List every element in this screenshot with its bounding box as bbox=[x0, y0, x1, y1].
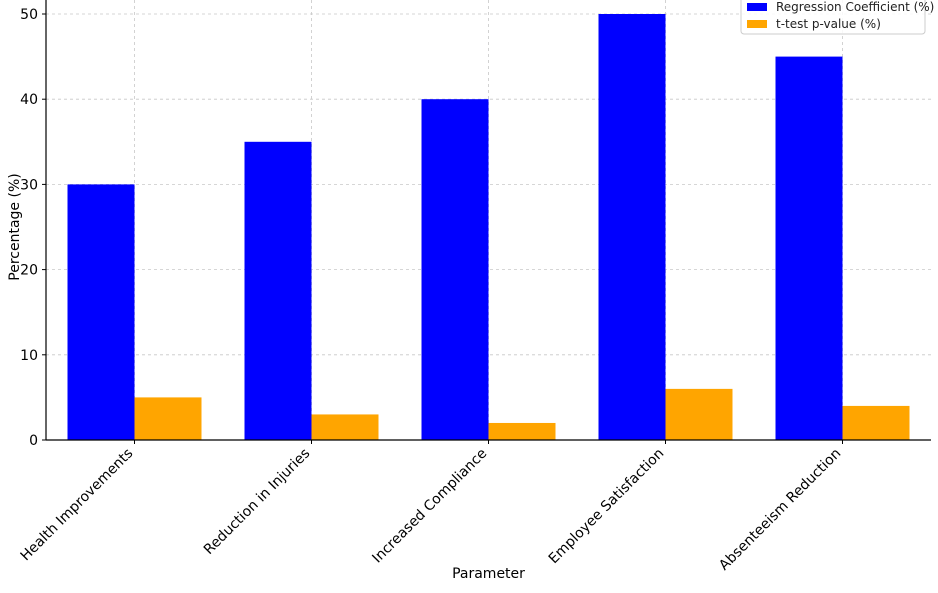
legend-box bbox=[740, 0, 926, 35]
bar-regression-3 bbox=[598, 14, 666, 440]
y-tick-label: 10 bbox=[20, 348, 38, 364]
x-tick-label: Absenteeism Reduction bbox=[716, 446, 844, 574]
x-tick-label: Employee Satisfaction bbox=[546, 446, 668, 568]
y-tick-label: 30 bbox=[20, 177, 38, 193]
bar-regression-4 bbox=[775, 56, 843, 440]
x-tick-label: Reduction in Injuries bbox=[201, 446, 313, 558]
legend: Regression Coefficient (%) t-test p-valu… bbox=[740, 0, 934, 35]
y-tick-label: 0 bbox=[29, 433, 38, 449]
y-tick-label: 40 bbox=[20, 92, 38, 108]
bar-regression-1 bbox=[244, 141, 312, 441]
legend-swatch-regression bbox=[747, 3, 767, 11]
y-tick-label: 20 bbox=[20, 263, 38, 279]
y-ticks: 0 10 20 30 40 50 bbox=[20, 7, 46, 449]
bar-ttest-1 bbox=[311, 414, 379, 440]
x-ticks: Health Improvements Reduction in Injuries… bbox=[18, 440, 844, 574]
bars bbox=[67, 14, 910, 441]
bar-ttest-0 bbox=[134, 397, 202, 440]
legend-swatch-ttest bbox=[747, 20, 767, 28]
bar-ttest-4 bbox=[842, 405, 910, 440]
legend-label-ttest: t-test p-value (%) bbox=[776, 17, 881, 31]
y-axis-title: Percentage (%) bbox=[7, 173, 23, 280]
bar-regression-0 bbox=[67, 184, 135, 440]
x-tick-label: Health Improvements bbox=[18, 446, 137, 565]
bar-ttest-2 bbox=[488, 422, 556, 440]
legend-label-regression: Regression Coefficient (%) bbox=[776, 0, 934, 14]
bar-regression-2 bbox=[421, 99, 489, 440]
x-axis-title: Parameter bbox=[452, 566, 525, 582]
x-tick-label: Increased Compliance bbox=[369, 446, 490, 567]
y-tick-label: 50 bbox=[20, 7, 38, 23]
bar-ttest-3 bbox=[665, 388, 733, 440]
